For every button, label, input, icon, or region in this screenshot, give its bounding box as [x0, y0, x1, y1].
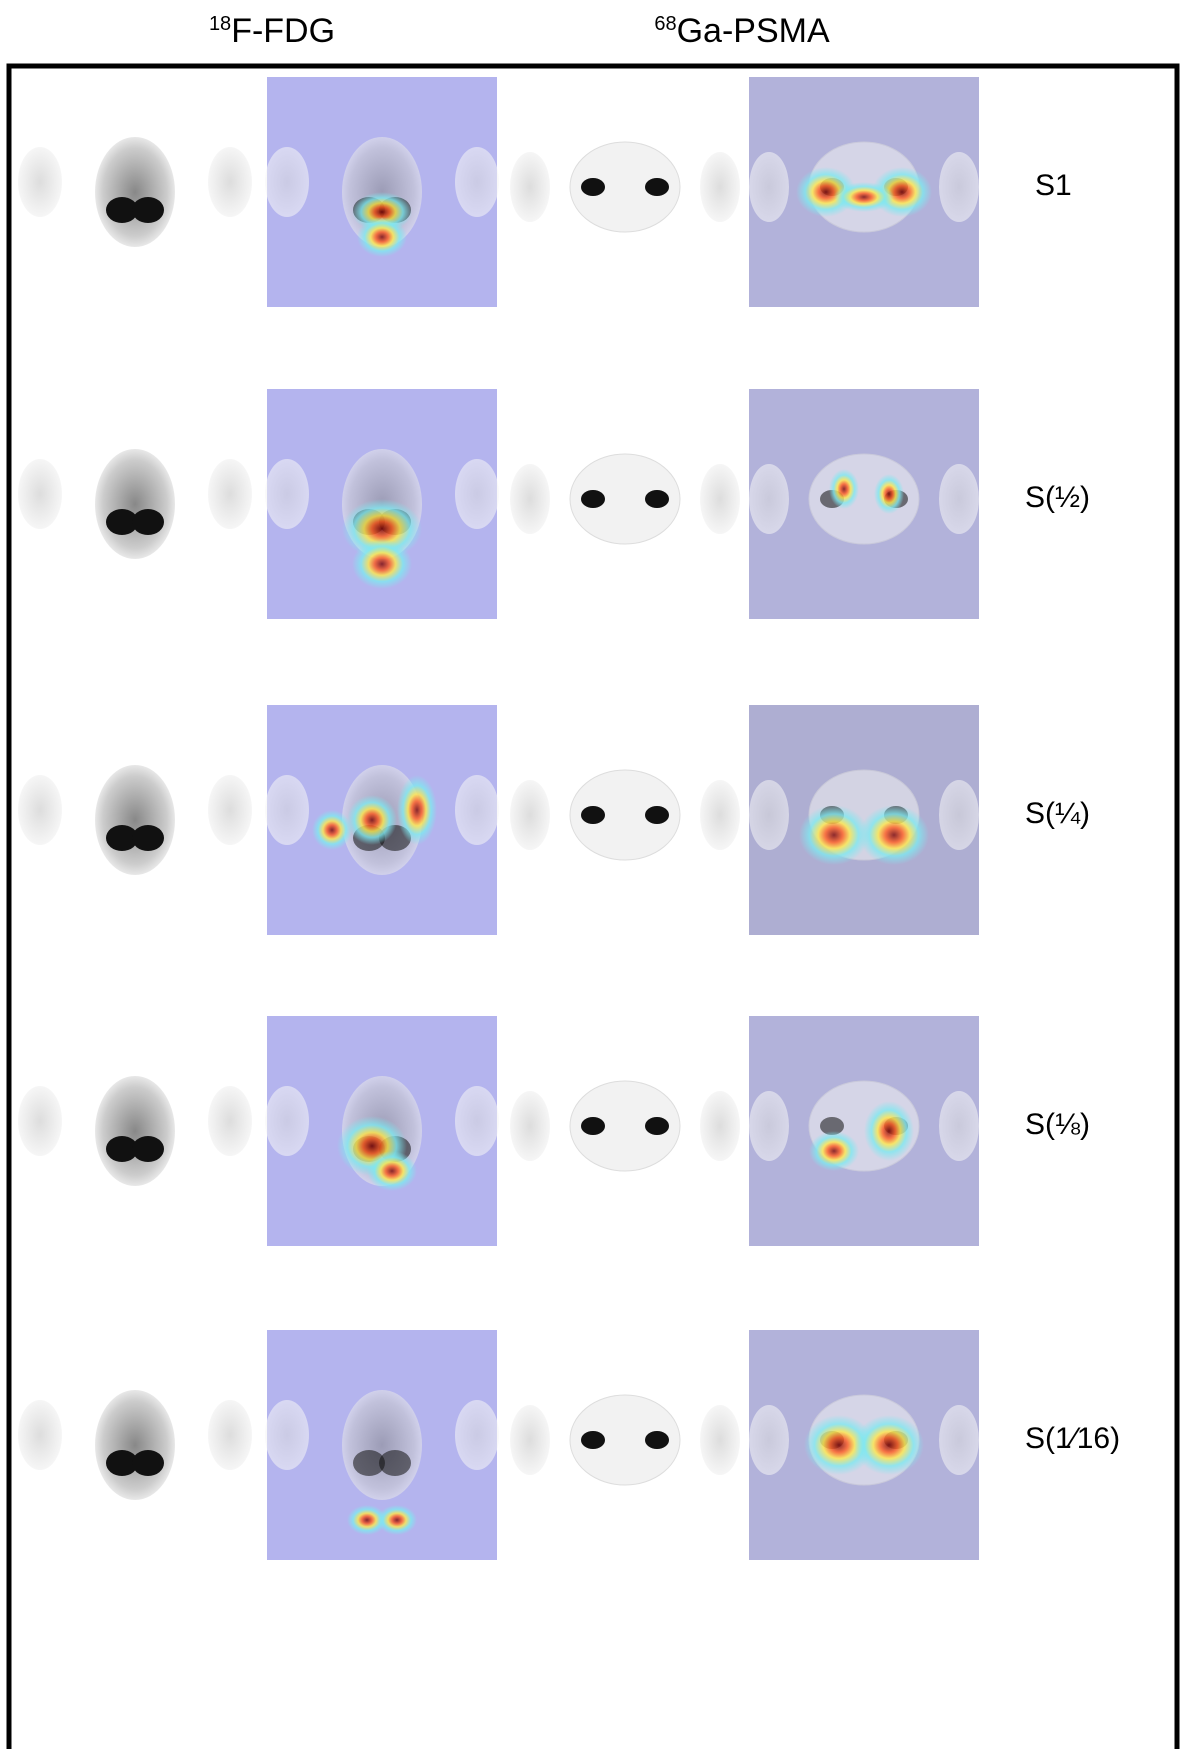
- heat-spot: [809, 1131, 859, 1171]
- arm: [749, 152, 789, 222]
- heat-spot: [347, 795, 397, 845]
- arm: [208, 147, 252, 217]
- uptake: [581, 806, 605, 824]
- heat-spot: [874, 474, 904, 514]
- row-label: S(½): [1025, 481, 1090, 514]
- row: S(1⁄16): [18, 1330, 1120, 1560]
- arm: [510, 464, 550, 534]
- superscript: 18: [209, 13, 231, 35]
- figure: 18F-FDG 68Ga-PSMA S1 S(½) S(¼) S(⅛) S(1⁄16): [0, 0, 1187, 1749]
- arm: [455, 1086, 499, 1156]
- arm: [18, 1086, 62, 1156]
- arm: [700, 464, 740, 534]
- arm: [208, 775, 252, 845]
- body: [95, 449, 175, 559]
- uptake: [581, 178, 605, 196]
- uptake: [132, 197, 164, 223]
- column-header: 18F-FDG: [209, 12, 335, 50]
- body: [342, 1390, 422, 1500]
- frame: [9, 66, 1177, 1749]
- column-header: 68Ga-PSMA: [654, 12, 830, 50]
- page: 18F-FDG 68Ga-PSMA S1S(½)S(¼)S(⅛)S(1⁄16) …: [0, 0, 1187, 1749]
- uptake: [581, 1117, 605, 1135]
- arm: [939, 1091, 979, 1161]
- arm: [700, 1405, 740, 1475]
- arm: [749, 780, 789, 850]
- row: S(½): [18, 389, 1090, 619]
- row-label: S(¼): [1025, 797, 1090, 830]
- heat-spot: [397, 775, 437, 845]
- row-label: S1: [1035, 169, 1072, 202]
- row: S(⅛): [18, 1016, 1090, 1246]
- arm: [749, 1405, 789, 1475]
- arm: [510, 152, 550, 222]
- arm: [265, 147, 309, 217]
- arm: [510, 1091, 550, 1161]
- arm: [455, 1400, 499, 1470]
- uptake: [645, 178, 669, 196]
- uptake: [132, 825, 164, 851]
- arm: [510, 780, 550, 850]
- arm: [265, 459, 309, 529]
- heat-spot: [854, 1415, 924, 1475]
- heat-spot: [864, 1101, 914, 1161]
- uptake: [581, 1431, 605, 1449]
- row-label: S(1⁄16): [1025, 1422, 1120, 1455]
- row: S(¼): [18, 705, 1090, 935]
- heat-spot: [312, 810, 352, 850]
- body: [95, 765, 175, 875]
- arm: [939, 780, 979, 850]
- arm: [455, 459, 499, 529]
- arm: [18, 1400, 62, 1470]
- uptake: [645, 1117, 669, 1135]
- heat-spot: [377, 1505, 417, 1535]
- tracer-name: Ga-PSMA: [677, 12, 830, 50]
- uptake: [132, 1450, 164, 1476]
- arm: [510, 1405, 550, 1475]
- arm: [939, 1405, 979, 1475]
- arm: [265, 1400, 309, 1470]
- uptake: [379, 1450, 411, 1476]
- arm: [265, 1086, 309, 1156]
- rows: S1 S(½) S(¼) S(⅛) S(1⁄16): [18, 77, 1120, 1560]
- body: [95, 137, 175, 247]
- heat-spot: [367, 1151, 417, 1191]
- heat-spot: [834, 182, 894, 212]
- arm: [700, 780, 740, 850]
- arm: [455, 775, 499, 845]
- heat-spot: [357, 217, 407, 257]
- arm: [455, 147, 499, 217]
- heat-spot: [829, 469, 859, 509]
- body: [95, 1076, 175, 1186]
- uptake: [645, 1431, 669, 1449]
- arm: [208, 1086, 252, 1156]
- arm: [18, 459, 62, 529]
- heat-spot: [352, 539, 412, 589]
- row: S1: [18, 77, 1072, 307]
- row-label: S(⅛): [1025, 1108, 1090, 1141]
- heat-spot: [799, 805, 869, 865]
- arm: [700, 1091, 740, 1161]
- arm: [208, 459, 252, 529]
- arm: [700, 152, 740, 222]
- uptake: [581, 490, 605, 508]
- uptake: [132, 1136, 164, 1162]
- arm: [749, 1091, 789, 1161]
- superscript: 68: [654, 13, 676, 35]
- tracer-name: F-FDG: [231, 12, 335, 50]
- arm: [18, 147, 62, 217]
- uptake: [132, 509, 164, 535]
- arm: [208, 1400, 252, 1470]
- uptake: [645, 490, 669, 508]
- uptake: [645, 806, 669, 824]
- arm: [939, 152, 979, 222]
- arm: [265, 775, 309, 845]
- heat-spot: [859, 805, 929, 865]
- arm: [749, 464, 789, 534]
- arm: [939, 464, 979, 534]
- arm: [18, 775, 62, 845]
- body: [95, 1390, 175, 1500]
